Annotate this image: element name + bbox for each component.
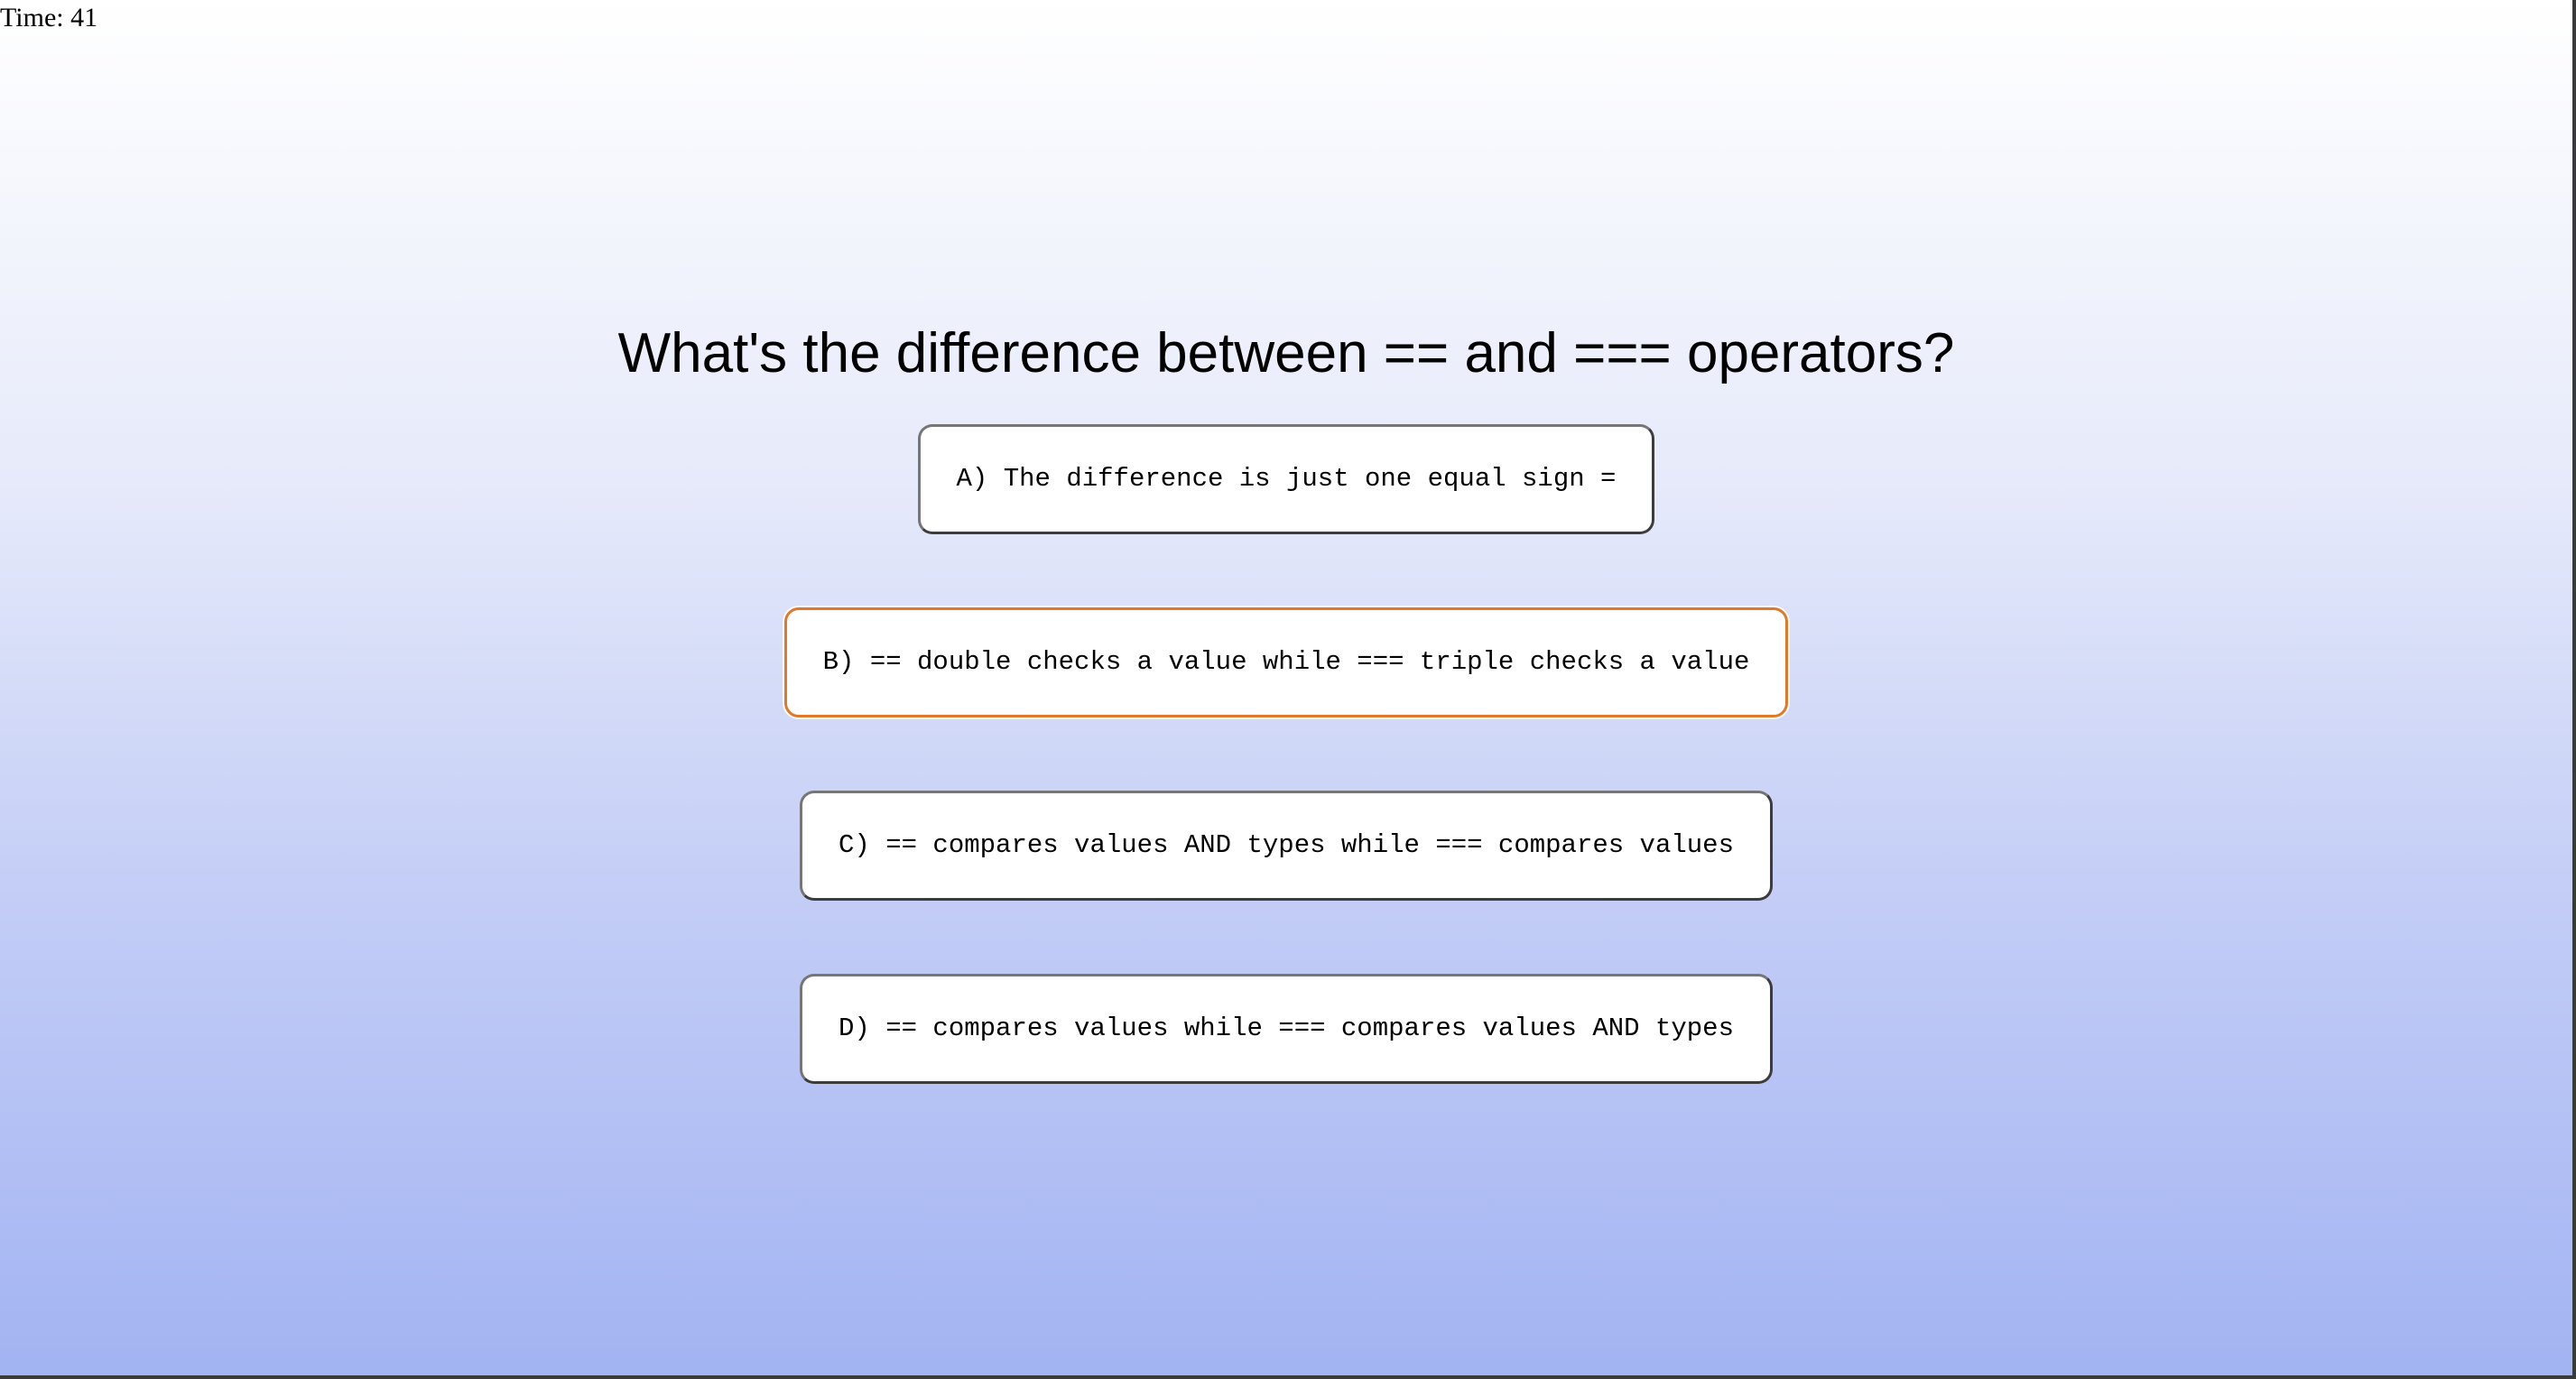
answer-option-b[interactable]: B) == double checks a value while === tr… bbox=[783, 607, 1789, 717]
window-frame-right bbox=[2572, 0, 2576, 1379]
answer-option-d[interactable]: D) == compares values while === compares… bbox=[800, 974, 1773, 1084]
window-frame-bottom bbox=[0, 1375, 2576, 1379]
answer-option-c[interactable]: C) == compares values AND types while ==… bbox=[800, 791, 1773, 901]
answer-option-a[interactable]: A) The difference is just one equal sign… bbox=[917, 424, 1655, 534]
question-title: What's the difference between == and ===… bbox=[617, 322, 1955, 384]
answer-options: A) The difference is just one equal sign… bbox=[0, 424, 2572, 1157]
timer-display: Time: 41 bbox=[0, 3, 98, 32]
